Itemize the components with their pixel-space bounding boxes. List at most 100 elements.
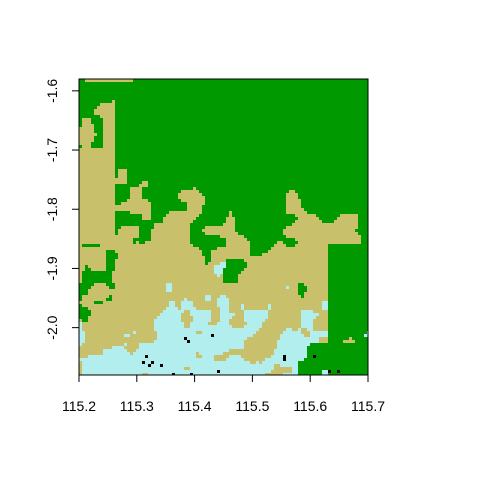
raster-cell [145,259,148,262]
raster-cell [169,304,172,307]
raster-cell [235,232,238,235]
raster-cell [157,283,160,286]
raster-cell [217,355,220,358]
raster-cell [112,214,115,217]
raster-cell [103,355,106,358]
raster-cell [196,205,199,208]
raster-cell [142,262,145,265]
raster-cell [91,238,94,241]
raster-cell [91,286,94,289]
raster-cell [142,298,145,301]
raster-cell [220,301,223,304]
raster-cell [157,268,160,271]
raster-cell [112,301,115,304]
raster-cell [298,262,301,265]
raster-cell [283,367,286,370]
raster-cell [304,280,307,283]
raster-cell [280,343,283,346]
raster-cell [307,316,310,319]
raster-cell [106,352,109,355]
raster-cell [199,298,202,301]
raster-cell [139,319,142,322]
raster-cell [247,250,250,253]
raster-cell [142,283,145,286]
raster-cell [100,319,103,322]
raster-cell [274,259,277,262]
raster-cell [187,361,190,364]
raster-cell [100,112,103,115]
raster-cell [328,229,331,232]
raster-cell [88,370,91,373]
raster-cell [112,175,115,178]
raster-cell [190,268,193,271]
raster-cell [172,283,175,286]
raster-cell [115,235,118,238]
raster-cell [235,253,238,256]
raster-cell [169,211,172,214]
raster-cell [331,226,334,229]
raster-cell [82,340,85,343]
raster-cell [136,319,139,322]
raster-cell [130,274,133,277]
raster-cell [298,337,301,340]
raster-cell [82,355,85,358]
raster-cell [187,256,190,259]
raster-cell [145,325,148,328]
raster-cell [226,328,229,331]
raster-cell [88,196,91,199]
raster-cell [238,253,241,256]
raster-cell [103,250,106,253]
raster-cell [310,235,313,238]
raster-cell [127,334,130,337]
raster-cell [115,373,118,375]
raster-cell [142,295,145,298]
raster-cell [289,373,292,375]
raster-cell [238,283,241,286]
raster-cell [169,262,172,265]
raster-cell [151,319,154,322]
raster-cell [91,337,94,340]
raster-cell [121,202,124,205]
raster-cell [151,346,154,349]
raster-cell [214,352,217,355]
raster-cell [139,364,142,367]
raster-cell [223,283,226,286]
raster-cell [292,355,295,358]
raster-cell [274,355,277,358]
raster-cell [241,280,244,283]
raster-cell [109,367,112,370]
raster-cell [298,346,301,349]
raster-cell [157,298,160,301]
raster-cell [151,361,154,364]
raster-cell [175,262,178,265]
raster-cell [88,322,91,325]
raster-cell [109,205,112,208]
raster-cell [316,241,319,244]
raster-cell [259,331,262,334]
raster-cell [211,274,214,277]
raster-cell [280,313,283,316]
raster-cell [181,352,184,355]
raster-cell [88,316,91,319]
raster-cell [214,274,217,277]
raster-cell [181,340,184,343]
raster-cell [193,331,196,334]
raster-cell [220,352,223,355]
raster-cell [232,235,235,238]
raster-cell [313,277,316,280]
raster-cell [100,298,103,301]
raster-cell [190,199,193,202]
raster-cell [304,337,307,340]
raster-cell [127,244,130,247]
raster-cell [289,358,292,361]
raster-cell [190,256,193,259]
raster-cell [139,352,142,355]
raster-cell [82,256,85,259]
raster-cell [292,334,295,337]
raster-cell [91,223,94,226]
raster-cell [343,241,346,244]
raster-cell [109,232,112,235]
raster-cell [145,184,148,187]
raster-cell [136,301,139,304]
raster-cell [94,259,97,262]
